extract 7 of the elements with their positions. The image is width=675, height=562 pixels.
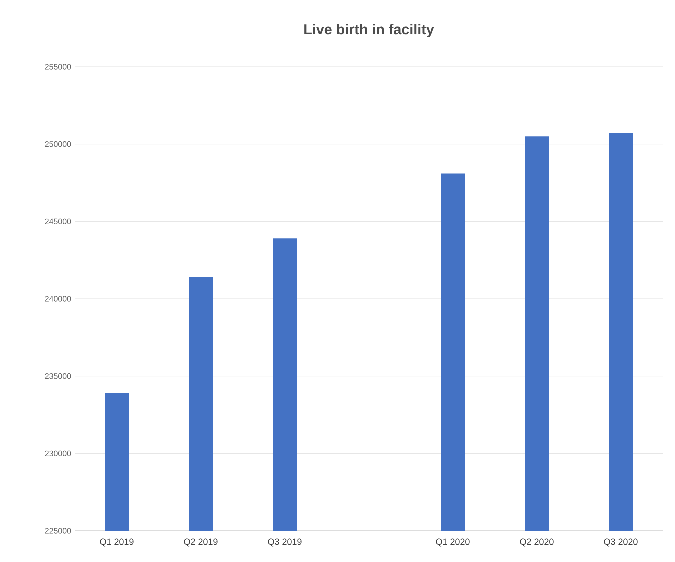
x-tick-label: Q1 2019 xyxy=(100,538,134,547)
x-tick-label: Q3 2019 xyxy=(268,538,302,547)
x-tick-label: Q2 2020 xyxy=(520,538,554,547)
x-tick-label: Q2 2019 xyxy=(184,538,218,547)
chart-title: Live birth in facility xyxy=(304,24,434,38)
x-tick-label: Q3 2020 xyxy=(604,538,638,547)
x-tick-label: Q1 2020 xyxy=(436,538,470,547)
